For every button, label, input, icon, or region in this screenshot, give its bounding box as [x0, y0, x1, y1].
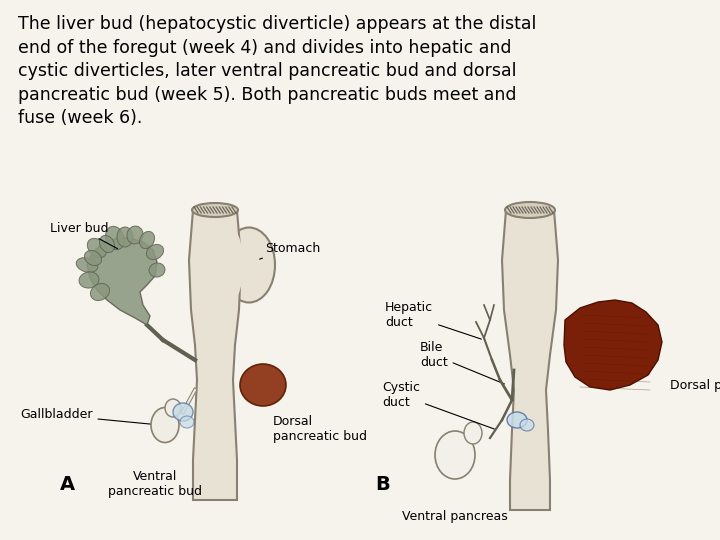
Polygon shape — [502, 210, 558, 510]
Ellipse shape — [99, 235, 114, 253]
Ellipse shape — [192, 203, 238, 217]
Ellipse shape — [505, 202, 555, 218]
Ellipse shape — [87, 238, 107, 258]
Text: Ventral
pancreatic bud: Ventral pancreatic bud — [108, 470, 202, 498]
Ellipse shape — [79, 272, 99, 288]
Text: Bile
duct: Bile duct — [420, 341, 505, 384]
Polygon shape — [189, 210, 241, 500]
Ellipse shape — [146, 245, 163, 260]
Text: A: A — [60, 475, 75, 494]
Ellipse shape — [180, 416, 194, 428]
Text: Hepatic
duct: Hepatic duct — [385, 301, 482, 339]
Ellipse shape — [464, 422, 482, 444]
Ellipse shape — [507, 412, 527, 428]
Ellipse shape — [149, 263, 165, 277]
Text: Cystic
duct: Cystic duct — [382, 381, 495, 429]
Ellipse shape — [151, 408, 179, 442]
Text: Stomach: Stomach — [260, 241, 320, 259]
Ellipse shape — [223, 227, 275, 302]
Ellipse shape — [84, 251, 102, 266]
Text: B: B — [375, 475, 390, 494]
Ellipse shape — [127, 226, 143, 244]
Ellipse shape — [140, 232, 155, 248]
Text: Dorsal pancreas: Dorsal pancreas — [670, 379, 720, 392]
Ellipse shape — [165, 399, 181, 417]
Ellipse shape — [106, 226, 125, 249]
Polygon shape — [87, 238, 157, 325]
Text: Ventral pancreas: Ventral pancreas — [402, 510, 508, 523]
Ellipse shape — [240, 364, 286, 406]
Text: Dorsal
pancreatic bud: Dorsal pancreatic bud — [273, 415, 367, 443]
Ellipse shape — [435, 431, 475, 479]
Polygon shape — [564, 300, 662, 390]
Ellipse shape — [173, 403, 193, 421]
Ellipse shape — [91, 284, 109, 301]
Ellipse shape — [223, 230, 243, 300]
Ellipse shape — [520, 419, 534, 431]
Ellipse shape — [76, 258, 98, 272]
Text: Liver bud: Liver bud — [50, 221, 117, 249]
Ellipse shape — [117, 227, 133, 247]
Text: Gallbladder: Gallbladder — [20, 408, 157, 425]
Text: The liver bud (hepatocystic diverticle) appears at the distal
end of the foregut: The liver bud (hepatocystic diverticle) … — [18, 15, 536, 127]
